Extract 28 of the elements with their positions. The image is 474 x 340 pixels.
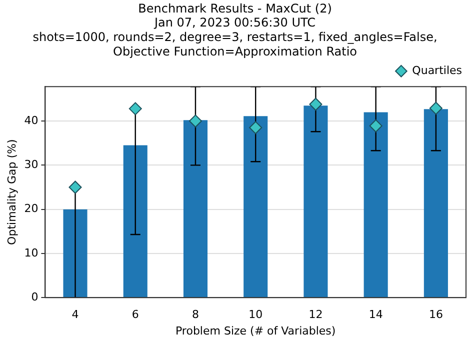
x-tick-label: 16 <box>428 308 443 322</box>
x-tick-label: 4 <box>72 308 79 322</box>
point <box>309 98 322 111</box>
point <box>188 114 202 128</box>
bar <box>244 116 268 298</box>
y-axis-title: Optimality Gap (%) <box>5 139 18 245</box>
point <box>249 121 262 134</box>
y-tick-label: 40 <box>24 114 38 127</box>
bar <box>183 120 208 298</box>
chart-title: Benchmark Results - MaxCut (2) Jan 07, 2023 00:56:30 UTC shots=1000, rounds=2, degree=3, restarts=1, fixed_angles=False, Objective Function=Approximation Ratio <box>32 1 438 59</box>
x-tick-label: 6 <box>132 308 139 322</box>
point <box>128 102 142 116</box>
x-tick-label: 8 <box>192 308 199 322</box>
point <box>429 102 442 115</box>
y-tick-label: 0 <box>31 290 38 304</box>
legend-label: Quartiles <box>412 64 462 77</box>
x-axis-title: Problem Size (# of Variables) <box>175 324 336 338</box>
bar <box>123 145 148 298</box>
x-tick-label: 10 <box>248 308 263 322</box>
bar <box>424 109 448 298</box>
bar <box>304 106 328 298</box>
y-tick-label: 10 <box>24 246 38 260</box>
x-tick-label: 12 <box>308 308 323 322</box>
y-tick-label: 30 <box>24 158 38 172</box>
bar <box>364 112 388 298</box>
y-tick-label: 20 <box>24 202 38 216</box>
point <box>369 119 382 132</box>
x-tick-label: 14 <box>368 308 383 322</box>
